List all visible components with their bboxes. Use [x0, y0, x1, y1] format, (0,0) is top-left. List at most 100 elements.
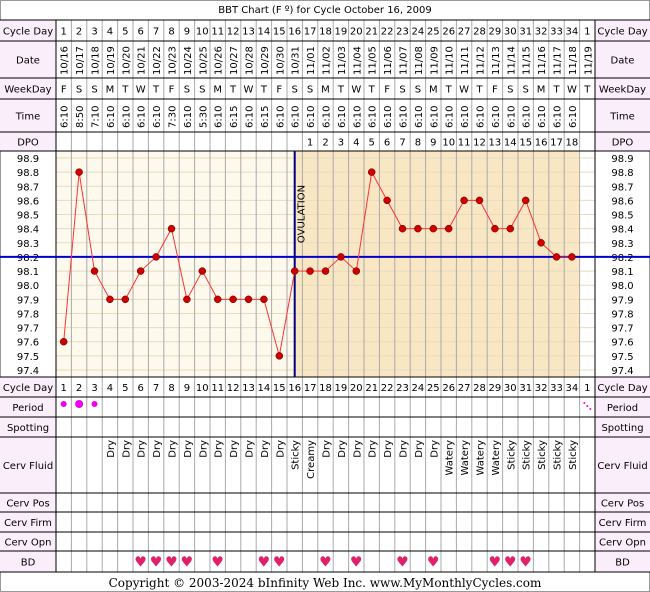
temp-line-segment [479, 200, 496, 229]
cerv-fluid-cell: Dry [214, 440, 225, 458]
temp-point [398, 224, 407, 233]
weekday-cell: W [567, 85, 577, 96]
temp-point [183, 295, 191, 304]
cycle-day-cell-bottom: 16 [288, 383, 301, 394]
row-label-cell-left [0, 41, 56, 78]
date-cell: 11/05 [368, 46, 379, 75]
weekday-cell: F [492, 85, 498, 96]
weekday-cell: S [507, 85, 513, 96]
row-label-cerv-opn-right: Cerv Opn [599, 538, 646, 549]
bd-heart-icon: ♥ [504, 555, 517, 571]
cerv-fluid-cell: Dry [198, 440, 209, 458]
cycle-day-cell: 33 [550, 27, 563, 38]
cycle-day-cell: 9 [184, 27, 190, 38]
cerv-fluid-cell: Watery [491, 440, 502, 476]
weekday-cell: F [276, 85, 282, 96]
weekday-cell: M [213, 85, 222, 96]
weekday-cell: T [152, 85, 160, 96]
weekday-cell: T [475, 85, 483, 96]
cycle-day-cell-bottom: 4 [107, 383, 113, 394]
y-tick-label: 97.4 [17, 366, 39, 377]
cycle-day-cell-bottom: 26 [442, 383, 455, 394]
y-tick-label-right: 98.2 [611, 253, 633, 264]
temp-line-segment [525, 200, 542, 243]
time-cell: 6:10 [399, 106, 410, 128]
date-cell: 10/30 [275, 46, 286, 75]
cycle-day-cell: 1 [61, 27, 67, 38]
weekday-cell: F [61, 85, 67, 96]
dpo-cell: 5 [369, 138, 375, 149]
dpo-cell: 2 [322, 138, 328, 149]
time-cell: 6:10 [245, 106, 256, 128]
weekday-cell: W [351, 85, 361, 96]
row-label-cell-right [595, 99, 650, 132]
y-tick-label-right: 98.0 [611, 281, 633, 292]
row-label-time: Time [15, 112, 40, 123]
dpo-cell: 7 [399, 138, 405, 149]
bd-heart-icon: ♥ [165, 555, 178, 571]
cerv-fluid-cell: Dry [121, 440, 132, 458]
cerv-fluid-cell: Dry [260, 440, 271, 458]
temp-point [491, 224, 499, 233]
bd-heart-icon: ♥ [396, 555, 409, 571]
weekday-cell: T [583, 85, 591, 96]
temp-point [260, 295, 268, 304]
row-label-dpo: DPO [17, 138, 39, 149]
row-label-cerv-pos-right: Cerv Pos [601, 499, 644, 510]
cycle-day-cell: 22 [381, 27, 394, 38]
dpo-cell: 11 [458, 138, 471, 149]
bd-heart-icon: ♥ [350, 555, 363, 571]
cycle-day-cell: 24 [412, 27, 425, 38]
weekday-cell: T [260, 85, 268, 96]
row-label-cell-left [0, 20, 56, 41]
time-cell: 6:10 [476, 106, 487, 128]
time-cell: 6:10 [106, 106, 117, 128]
row-label-cell-right [595, 20, 650, 41]
cerv-fluid-cell: Dry [245, 440, 256, 458]
row-label-cell-left [0, 377, 56, 397]
cycle-day-cell: 29 [489, 27, 502, 38]
period-spotting-dot [583, 402, 586, 404]
y-tick-label-right: 98.1 [611, 267, 633, 278]
temp-point [167, 224, 176, 233]
date-cell: 11/18 [568, 46, 579, 75]
cycle-day-cell-bottom: 1 [584, 383, 590, 394]
cycle-day-cell: 31 [519, 27, 532, 38]
row-label-cycle-day: Cycle Day [3, 383, 53, 394]
y-tick-label-right: 97.8 [611, 309, 633, 320]
y-tick-label: 97.5 [17, 352, 39, 363]
date-cell: 11/09 [429, 46, 440, 75]
weekday-cell: M [429, 85, 438, 96]
cycle-day-cell-bottom: 15 [273, 383, 286, 394]
y-tick-label: 98.9 [17, 154, 39, 165]
temp-point [506, 224, 515, 233]
y-tick-label: 98.0 [17, 281, 39, 292]
weekday-cell: S [199, 85, 205, 96]
time-cell: 6:10 [291, 106, 302, 128]
cycle-day-cell: 30 [504, 27, 517, 38]
cycle-day-cell-bottom: 21 [365, 383, 378, 394]
weekday-cell: S [184, 85, 190, 96]
cycle-day-cell: 18 [319, 27, 332, 38]
temp-point [75, 168, 83, 176]
cerv-fluid-cell: Sticky [553, 440, 564, 470]
time-cell: 7:30 [168, 106, 179, 128]
weekday-cell: S [399, 85, 405, 96]
weekday-cell: M [106, 85, 115, 96]
cycle-day-cell: 13 [242, 27, 255, 38]
cycle-day-cell-bottom: 28 [473, 383, 486, 394]
cycle-day-cell-bottom: 1 [61, 383, 67, 394]
weekday-cell: W [459, 85, 469, 96]
dpo-cell: 16 [535, 138, 548, 149]
row-label-cycle-day-right: Cycle Day [597, 27, 647, 38]
date-cell: 10/20 [121, 46, 132, 75]
cycle-day-cell: 6 [138, 27, 144, 38]
cycle-day-cell-bottom: 30 [504, 383, 517, 394]
dpo-cell: 15 [519, 138, 532, 149]
row-label-cerv-firm: Cerv Firm [4, 518, 52, 529]
row-label-spotting-right: Spotting [601, 423, 643, 434]
temp-line-segment [201, 270, 219, 300]
row-label-cell-right [595, 417, 650, 437]
time-cell: 6:10 [337, 106, 348, 128]
cerv-fluid-cell: Dry [383, 440, 394, 458]
